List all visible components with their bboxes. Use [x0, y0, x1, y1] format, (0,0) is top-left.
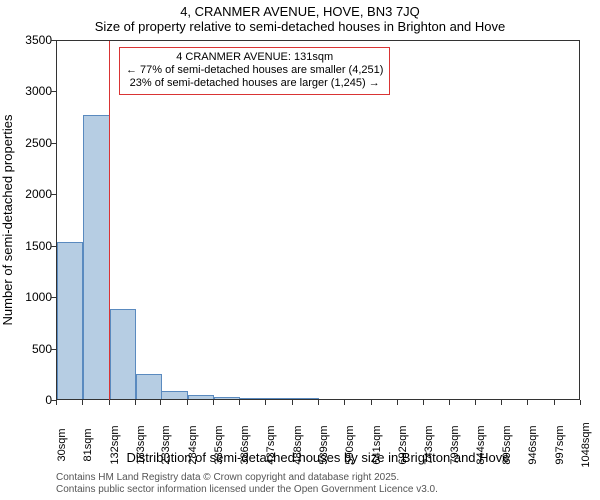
x-tick-label: 81sqm	[82, 428, 94, 461]
y-tick-label: 2000	[12, 187, 52, 201]
marker-line	[109, 41, 110, 401]
x-tick-mark	[109, 400, 110, 405]
histogram-bar	[136, 374, 162, 399]
histogram-bar	[266, 398, 292, 399]
x-tick-mark	[554, 400, 555, 405]
y-tick-label: 500	[12, 342, 52, 356]
histogram-bar	[57, 242, 83, 399]
x-tick-label: 183sqm	[135, 425, 147, 464]
annotation-line: ← 77% of semi-detached houses are smalle…	[126, 64, 383, 77]
x-tick-label: 488sqm	[292, 425, 304, 464]
x-tick-label: 132sqm	[109, 425, 121, 464]
x-tick-mark	[344, 400, 345, 405]
x-tick-mark	[475, 400, 476, 405]
x-tick-mark	[213, 400, 214, 405]
histogram-bar	[240, 398, 266, 399]
histogram-bar	[161, 391, 187, 399]
x-tick-mark	[160, 400, 161, 405]
x-tick-label: 844sqm	[475, 425, 487, 464]
x-tick-mark	[501, 400, 502, 405]
y-tick-label: 2500	[12, 136, 52, 150]
y-tick-mark	[51, 40, 56, 41]
y-tick-mark	[51, 349, 56, 350]
histogram-bar	[214, 397, 240, 399]
histogram-bar	[110, 309, 136, 400]
x-tick-label: 284sqm	[187, 425, 199, 464]
x-tick-mark	[56, 400, 57, 405]
histogram-bar	[83, 115, 109, 399]
chart-title-sub: Size of property relative to semi-detach…	[0, 19, 600, 34]
y-tick-label: 3500	[12, 33, 52, 47]
histogram-bar	[188, 395, 214, 399]
x-tick-mark	[239, 400, 240, 405]
x-tick-mark	[423, 400, 424, 405]
attribution-text: Contains HM Land Registry data © Crown c…	[56, 472, 438, 496]
x-tick-mark	[449, 400, 450, 405]
x-tick-label: 946sqm	[527, 425, 539, 464]
x-tick-label: 233sqm	[160, 425, 172, 464]
x-tick-label: 743sqm	[423, 425, 435, 464]
y-tick-mark	[51, 246, 56, 247]
x-tick-label: 641sqm	[371, 425, 383, 464]
y-tick-label: 1500	[12, 239, 52, 253]
x-tick-mark	[580, 400, 581, 405]
y-tick-mark	[51, 297, 56, 298]
annotation-line: 4 CRANMER AVENUE: 131sqm	[126, 51, 383, 64]
x-tick-label: 997sqm	[554, 425, 566, 464]
x-tick-label: 30sqm	[56, 428, 68, 461]
y-tick-label: 0	[12, 393, 52, 407]
x-tick-label: 692sqm	[397, 425, 409, 464]
x-tick-mark	[527, 400, 528, 405]
x-tick-mark	[292, 400, 293, 405]
y-tick-label: 1000	[12, 290, 52, 304]
x-tick-mark	[187, 400, 188, 405]
x-tick-mark	[397, 400, 398, 405]
y-tick-mark	[51, 91, 56, 92]
x-tick-mark	[371, 400, 372, 405]
y-tick-label: 3000	[12, 84, 52, 98]
x-tick-mark	[82, 400, 83, 405]
x-tick-mark	[318, 400, 319, 405]
x-tick-label: 793sqm	[449, 425, 461, 464]
y-tick-mark	[51, 143, 56, 144]
y-tick-mark	[51, 194, 56, 195]
x-tick-label: 386sqm	[239, 425, 251, 464]
attribution-line1: Contains HM Land Registry data © Crown c…	[56, 472, 438, 484]
x-tick-label: 539sqm	[318, 425, 330, 464]
x-tick-label: 895sqm	[501, 425, 513, 464]
x-tick-mark	[265, 400, 266, 405]
x-tick-label: 335sqm	[213, 425, 225, 464]
x-tick-label: 590sqm	[344, 425, 356, 464]
plot-area: 4 CRANMER AVENUE: 131sqm← 77% of semi-de…	[56, 40, 580, 400]
chart-title-main: 4, CRANMER AVENUE, HOVE, BN3 7JQ	[0, 0, 600, 19]
x-tick-label: 1048sqm	[580, 422, 592, 467]
x-tick-mark	[135, 400, 136, 405]
histogram-bar	[293, 398, 319, 399]
annotation-box: 4 CRANMER AVENUE: 131sqm← 77% of semi-de…	[119, 47, 390, 95]
annotation-line: 23% of semi-detached houses are larger (…	[126, 77, 383, 90]
x-tick-label: 437sqm	[265, 425, 277, 464]
attribution-line2: Contains public sector information licen…	[56, 484, 438, 496]
